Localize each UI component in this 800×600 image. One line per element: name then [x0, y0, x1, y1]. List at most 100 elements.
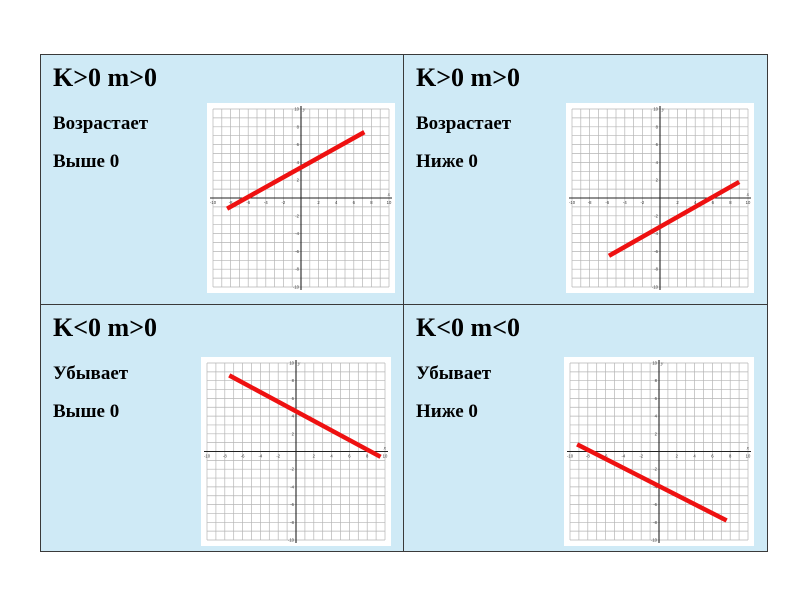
- y-tick-label: 4: [655, 414, 658, 419]
- x-tick-label: -8: [588, 200, 592, 205]
- x-tick-label: 8: [729, 454, 732, 459]
- x-tick-label: 8: [366, 454, 369, 459]
- y-tick-label: -6: [295, 249, 299, 254]
- x-tick-label: 6: [348, 454, 351, 459]
- x-tick-label: 4: [330, 454, 333, 459]
- x-tick-label: 8: [370, 200, 373, 205]
- cell-title: K>0 m>0: [416, 63, 521, 92]
- series-line: [228, 373, 382, 459]
- x-tick-label: 10: [746, 454, 751, 459]
- cell-trend-label: Убывает: [416, 363, 492, 384]
- x-tick-label: -6: [605, 200, 609, 205]
- y-tick-label: -2: [295, 213, 299, 218]
- x-tick-label: -10: [204, 454, 211, 459]
- y-tick-label: -6: [654, 249, 658, 254]
- y-tick-label: -6: [290, 502, 294, 507]
- cell-title: K>0 m>0: [53, 63, 158, 92]
- line-graph: -10 -8 -6 -4 -2 2 4 6 8 10 10 8 6 4 2 -2 -4 -6 -8 -10 x y: [564, 357, 754, 546]
- x-tick-label: -6: [241, 454, 245, 459]
- y-tick-label: 8: [297, 124, 300, 129]
- y-axis-name: y: [661, 108, 665, 113]
- y-tick-label: -4: [290, 484, 294, 489]
- x-tick-label: -6: [246, 200, 250, 205]
- x-tick-label: -4: [264, 200, 268, 205]
- y-tick-label: 2: [297, 178, 300, 183]
- x-axis-name: x: [383, 447, 387, 452]
- cell-trend-label: Убывает: [53, 363, 129, 384]
- y-tick-label: 2: [655, 431, 658, 436]
- y-tick-label: 4: [297, 160, 300, 165]
- cell-trend-label: Возрастает: [53, 113, 149, 134]
- quadrant-table: K>0 m>0 Возрастает Выше 0 -10 -8 -6 -4 -2 2 4 6…: [40, 54, 768, 552]
- y-tick-label: 10: [652, 361, 657, 366]
- x-tick-label: 10: [383, 454, 388, 459]
- y-tick-label: -2: [653, 467, 657, 472]
- series-line: [576, 442, 728, 523]
- y-tick-label: 8: [292, 378, 295, 383]
- y-tick-label: 6: [292, 396, 295, 401]
- y-tick-label: -8: [295, 267, 299, 272]
- y-tick-label: 2: [292, 431, 295, 436]
- x-tick-label: 10: [387, 200, 392, 205]
- y-tick-label: 6: [656, 142, 659, 147]
- series-line: [225, 130, 366, 211]
- y-tick-label: 10: [653, 107, 658, 112]
- y-tick-label: 4: [292, 414, 295, 419]
- x-tick-label: 8: [729, 200, 732, 205]
- y-tick-label: -4: [653, 484, 657, 489]
- y-axis-name: y: [302, 108, 306, 113]
- x-axis-name: x: [746, 447, 750, 452]
- cell-position-label: Выше 0: [53, 401, 120, 422]
- y-tick-label: -4: [654, 231, 658, 236]
- x-tick-label: -10: [210, 200, 217, 205]
- x-tick-label: -6: [604, 454, 608, 459]
- y-axis-name: y: [660, 362, 664, 367]
- x-tick-label: 4: [335, 200, 338, 205]
- y-tick-label: -10: [293, 285, 300, 290]
- x-tick-label: 2: [317, 200, 320, 205]
- x-tick-label: -8: [229, 200, 233, 205]
- x-axis-name: x: [387, 193, 391, 198]
- y-tick-label: 10: [294, 107, 299, 112]
- y-tick-label: -10: [652, 285, 659, 290]
- x-tick-label: 6: [353, 200, 356, 205]
- cell-position-label: Выше 0: [53, 151, 120, 172]
- x-tick-label: 2: [313, 454, 316, 459]
- cell-position-label: Ниже 0: [416, 401, 478, 422]
- x-tick-label: -10: [569, 200, 576, 205]
- cell-top-right: K>0 m>0 Возрастает Ниже 0 -10 -8 -6 -4 -2 2 4 6…: [403, 54, 768, 305]
- y-tick-label: -4: [295, 231, 299, 236]
- y-tick-label: -8: [290, 520, 294, 525]
- x-tick-label: 6: [712, 200, 715, 205]
- y-tick-label: 4: [656, 160, 659, 165]
- cell-bottom-right: K<0 m<0 Убывает Ниже 0 -10 -8 -6 -4 -2 2 4 6 8 10…: [403, 304, 768, 552]
- y-tick-label: 8: [656, 124, 659, 129]
- x-tick-label: -4: [623, 200, 627, 205]
- line-graph: -10 -8 -6 -4 -2 2 4 6 8 10 10 8 6 4 2 -2 -4 -6 -8 -10 x y: [566, 103, 754, 293]
- x-tick-label: 4: [694, 200, 697, 205]
- y-tick-label: -8: [653, 520, 657, 525]
- x-tick-label: 4: [693, 454, 696, 459]
- x-tick-label: 10: [746, 200, 751, 205]
- x-tick-label: 6: [711, 454, 714, 459]
- x-tick-label: -8: [586, 454, 590, 459]
- x-tick-label: -10: [567, 454, 574, 459]
- line-graph: -10 -8 -6 -4 -2 2 4 6 8 10 10 8 6 4 2 -2 -4 -6 -8 -10 x y: [201, 357, 391, 546]
- x-tick-label: -2: [639, 454, 643, 459]
- y-tick-label: -8: [654, 267, 658, 272]
- x-tick-label: 2: [676, 454, 679, 459]
- y-tick-label: 2: [656, 178, 659, 183]
- cell-title: K<0 m<0: [416, 313, 521, 342]
- x-tick-label: -8: [223, 454, 227, 459]
- y-tick-label: 8: [655, 378, 658, 383]
- y-tick-label: 6: [297, 142, 300, 147]
- cell-bottom-left: K<0 m>0 Убывает Выше 0 -10 -8 -6 -4 -2 2 4 6 8 10…: [40, 304, 404, 552]
- y-tick-label: -2: [654, 213, 658, 218]
- x-tick-label: -2: [641, 200, 645, 205]
- y-tick-label: -2: [290, 467, 294, 472]
- series-line: [607, 180, 741, 258]
- y-tick-label: -10: [651, 538, 658, 543]
- x-tick-label: -2: [276, 454, 280, 459]
- x-tick-label: -4: [259, 454, 263, 459]
- y-tick-label: -6: [653, 502, 657, 507]
